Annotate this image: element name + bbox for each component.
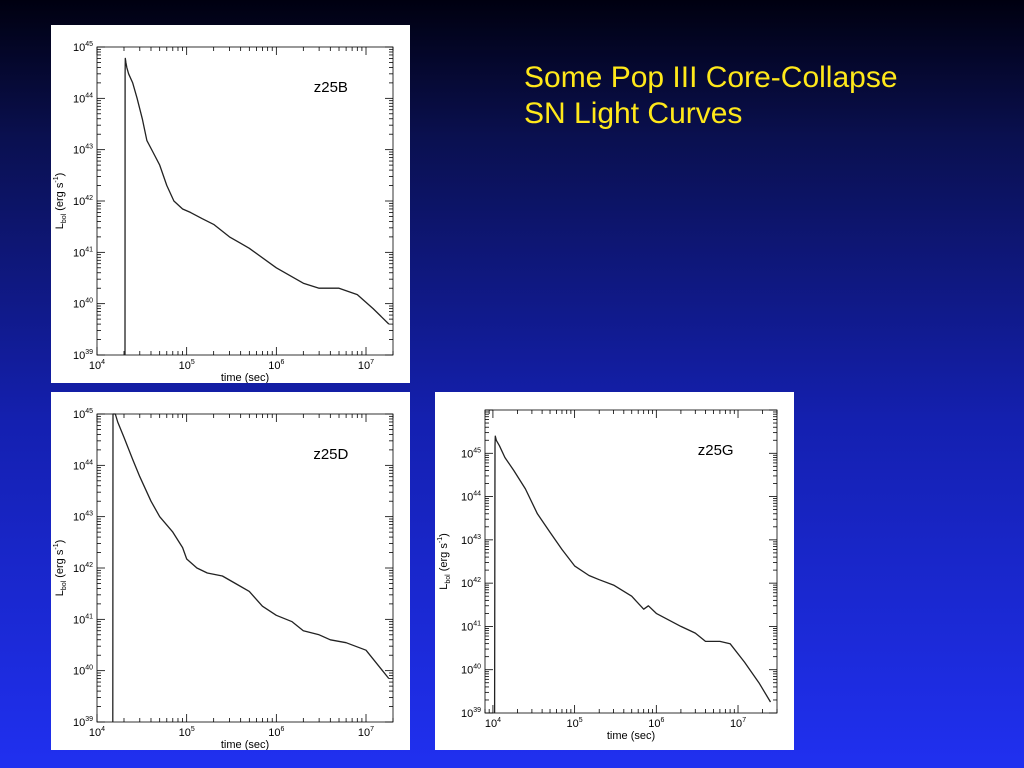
- y-tick-label: 1045: [73, 408, 93, 421]
- y-tick-label: 1044: [73, 459, 93, 472]
- x-tick-label: 106: [268, 359, 284, 372]
- light-curve-line: [124, 57, 390, 356]
- plot-frame: [96, 46, 394, 356]
- chart-panel-z25d: 104 105 106 107 1039 1040 1041 1042 1043 1044 1045…: [51, 392, 410, 750]
- light-curve-chart-z25g: 104 105 106 107 1039 1040 1041 1042 1043 1044 1045…: [437, 409, 778, 742]
- x-tick-label: 106: [268, 726, 284, 739]
- y-tick-label: 1041: [73, 613, 93, 626]
- slide-title-line-1: Some Pop III Core-Collapse: [524, 61, 898, 94]
- model-label: z25B: [314, 79, 348, 96]
- slide-title-line-2: SN Light Curves: [524, 97, 743, 130]
- y-tick-label: 1043: [73, 144, 93, 157]
- x-tick-label: 107: [730, 717, 746, 730]
- y-tick-label: 1040: [73, 665, 93, 678]
- plot-frame: [484, 409, 778, 714]
- slide-title: Some Pop III Core-Collapse SN Light Curv…: [524, 60, 898, 132]
- y-tick-label: 1039: [461, 707, 481, 720]
- x-tick-label: 107: [358, 359, 374, 372]
- light-curve-chart-z25b: 104 105 106 107 1039 1040 1041 1042 1043 1044 1045…: [53, 41, 394, 383]
- light-curve-chart-z25d: 104 105 106 107 1039 1040 1041 1042 1043 1044 1045…: [53, 408, 394, 750]
- x-axis-label: time (sec): [607, 730, 655, 742]
- y-tick-label: 1045: [73, 41, 93, 54]
- plot-frame: [96, 413, 394, 723]
- light-curve-line: [493, 435, 772, 714]
- y-tick-label: 1042: [461, 577, 481, 590]
- x-tick-label: 104: [89, 359, 105, 372]
- x-tick-label: 106: [648, 717, 664, 730]
- y-tick-label: 1041: [461, 620, 481, 633]
- x-tick-label: 105: [179, 726, 195, 739]
- y-tick-label: 1043: [461, 534, 481, 547]
- y-axis-label: Lbol (erg s-1): [53, 173, 68, 230]
- y-tick-label: 1044: [73, 92, 93, 105]
- y-tick-label: 1043: [73, 511, 93, 524]
- x-tick-label: 105: [567, 717, 583, 730]
- x-tick-label: 104: [485, 717, 501, 730]
- x-axis-label: time (sec): [221, 739, 269, 750]
- light-curve-line: [112, 413, 390, 723]
- y-axis-label: Lbol (erg s-1): [437, 533, 452, 590]
- y-tick-label: 1041: [73, 246, 93, 259]
- y-tick-label: 1039: [73, 349, 93, 362]
- y-tick-label: 1042: [73, 195, 93, 208]
- x-tick-label: 104: [89, 726, 105, 739]
- y-axis-label: Lbol (erg s-1): [53, 540, 68, 597]
- y-tick-label: 1042: [73, 562, 93, 575]
- y-tick-label: 1039: [73, 716, 93, 729]
- y-tick-label: 1045: [461, 447, 481, 460]
- model-label: z25G: [698, 442, 734, 459]
- x-tick-label: 107: [358, 726, 374, 739]
- x-tick-label: 105: [179, 359, 195, 372]
- chart-panel-z25b: 104 105 106 107 1039 1040 1041 1042 1043 1044 1045…: [51, 25, 410, 383]
- y-tick-label: 1044: [461, 491, 481, 504]
- y-tick-label: 1040: [461, 664, 481, 677]
- x-axis-label: time (sec): [221, 372, 269, 383]
- y-tick-label: 1040: [73, 298, 93, 311]
- chart-panel-z25g: 104 105 106 107 1039 1040 1041 1042 1043 1044 1045…: [435, 392, 794, 750]
- model-label: z25D: [313, 446, 348, 463]
